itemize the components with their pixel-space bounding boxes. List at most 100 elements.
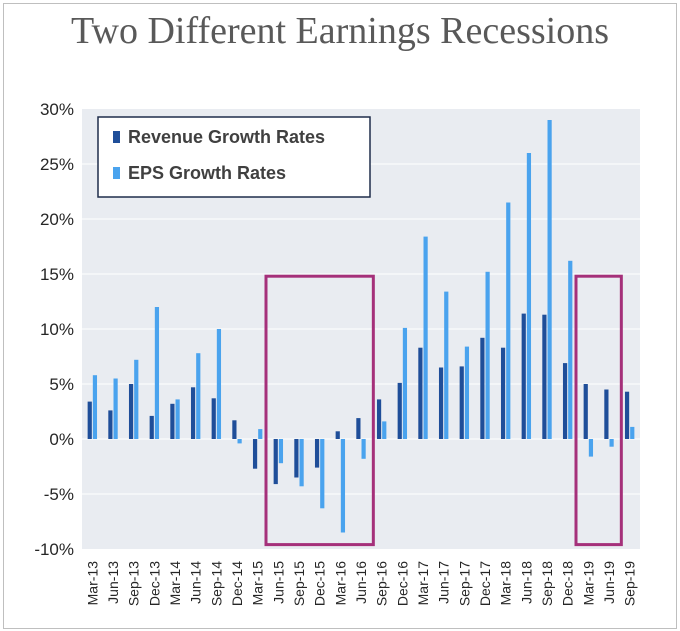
revenue-bar xyxy=(356,418,361,439)
x-tick-label: Jun-13 xyxy=(105,561,121,604)
eps-bar xyxy=(216,329,222,439)
x-tick-label: Dec-18 xyxy=(560,561,576,606)
revenue-bar xyxy=(190,387,196,439)
x-tick-label: Dec-17 xyxy=(477,561,493,606)
legend-box xyxy=(97,116,371,198)
eps-bar xyxy=(154,307,160,439)
revenue-bar xyxy=(294,439,299,478)
y-tick-label: 10% xyxy=(40,320,74,339)
y-tick-label: -10% xyxy=(34,540,74,559)
revenue-bar xyxy=(562,363,568,439)
x-tick-label: Dec-16 xyxy=(394,561,410,606)
revenue-bar xyxy=(604,389,609,439)
revenue-bar xyxy=(108,410,113,439)
revenue-bar xyxy=(624,391,630,439)
y-tick-label: 0% xyxy=(49,430,74,449)
legend-swatch xyxy=(113,131,120,143)
x-tick-label: Dec-13 xyxy=(146,561,162,606)
x-tick-label: Sep-17 xyxy=(456,561,472,606)
x-tick-label: Sep-19 xyxy=(622,561,638,606)
y-tick-label: -5% xyxy=(44,485,74,504)
x-tick-label: Jun-19 xyxy=(601,561,617,604)
revenue-bar xyxy=(542,314,547,439)
revenue-bar xyxy=(459,366,464,439)
revenue-bar xyxy=(232,420,237,439)
legend-swatch xyxy=(113,167,120,179)
revenue-bar xyxy=(314,439,320,468)
eps-bar xyxy=(175,399,180,439)
x-tick-label: Sep-16 xyxy=(374,561,390,606)
gridlines xyxy=(82,163,640,495)
chart-title: Two Different Earnings Recessions xyxy=(70,10,609,52)
x-tick-label: Jun-17 xyxy=(436,561,452,604)
eps-bar xyxy=(320,439,325,509)
y-tick-label: 25% xyxy=(40,155,74,174)
revenue-bar xyxy=(335,431,340,439)
y-tick-label: 20% xyxy=(40,210,74,229)
eps-bar xyxy=(113,378,118,439)
bars xyxy=(87,120,635,533)
eps-bar xyxy=(361,439,366,459)
revenue-bar xyxy=(149,415,154,439)
eps-bar xyxy=(423,236,428,439)
revenue-bar xyxy=(376,399,382,439)
eps-bar xyxy=(237,439,242,444)
revenue-bar xyxy=(128,384,134,439)
eps-bar xyxy=(588,439,594,457)
x-tick-label: Jun-14 xyxy=(188,561,204,604)
y-tick-label: 5% xyxy=(49,375,74,394)
eps-bar xyxy=(196,353,201,439)
x-tick-label: Dec-15 xyxy=(312,561,328,606)
x-axis: Mar-13 Jun-13 Sep-13 Dec-13 Mar-14 Jun-14 Sep-… xyxy=(84,561,637,606)
revenue-bar xyxy=(521,313,526,439)
eps-bar xyxy=(547,120,552,439)
eps-bar xyxy=(134,359,139,439)
eps-bar xyxy=(92,375,98,439)
revenue-bar xyxy=(418,347,423,439)
eps-bar xyxy=(382,421,387,439)
x-tick-label: Mar-13 xyxy=(84,561,100,606)
x-tick-label: Dec-14 xyxy=(229,561,245,606)
revenue-bar xyxy=(273,439,278,485)
x-tick-label: Mar-14 xyxy=(167,561,183,606)
x-tick-label: Sep-13 xyxy=(126,561,142,606)
eps-bar xyxy=(464,346,470,439)
x-tick-label: Mar-18 xyxy=(498,561,514,606)
x-tick-label: Mar-16 xyxy=(332,561,348,606)
x-tick-label: Sep-18 xyxy=(539,561,555,606)
revenue-bar xyxy=(500,347,506,439)
revenue-bar xyxy=(211,398,216,439)
revenue-bar xyxy=(438,367,444,439)
highlight-box xyxy=(574,274,623,547)
revenue-bar xyxy=(480,337,485,439)
eps-bar xyxy=(568,260,573,439)
eps-bar xyxy=(402,327,408,439)
eps-bar xyxy=(609,439,614,447)
x-tick-label: Mar-17 xyxy=(415,561,431,606)
x-tick-label: Sep-15 xyxy=(291,561,307,606)
eps-bar xyxy=(630,426,635,439)
x-tick-label: Jun-18 xyxy=(518,561,534,604)
highlight-box xyxy=(264,274,375,547)
revenue-bar xyxy=(252,439,258,469)
eps-bar xyxy=(526,153,532,439)
eps-bar xyxy=(506,202,511,439)
eps-bar xyxy=(278,439,284,464)
revenue-bar xyxy=(170,403,175,439)
x-tick-label: Jun-16 xyxy=(353,561,369,604)
y-axis: 30% 25% 20% 15% 10% 5% 0% -5% -10% xyxy=(34,100,74,559)
legend: Revenue Growth Rates EPS Growth Rates xyxy=(97,116,371,198)
x-tick-label: Mar-19 xyxy=(580,561,596,606)
highlight-boxes xyxy=(264,274,623,547)
y-tick-label: 15% xyxy=(40,265,74,284)
eps-bar xyxy=(444,291,449,439)
revenue-bar xyxy=(397,382,402,439)
x-tick-label: Mar-15 xyxy=(250,561,266,606)
eps-bar xyxy=(258,429,263,439)
eps-bar xyxy=(485,271,490,439)
legend-label: Revenue Growth Rates xyxy=(128,127,325,147)
eps-bar xyxy=(299,439,304,487)
eps-bar xyxy=(340,439,346,533)
x-tick-label: Sep-14 xyxy=(208,561,224,606)
